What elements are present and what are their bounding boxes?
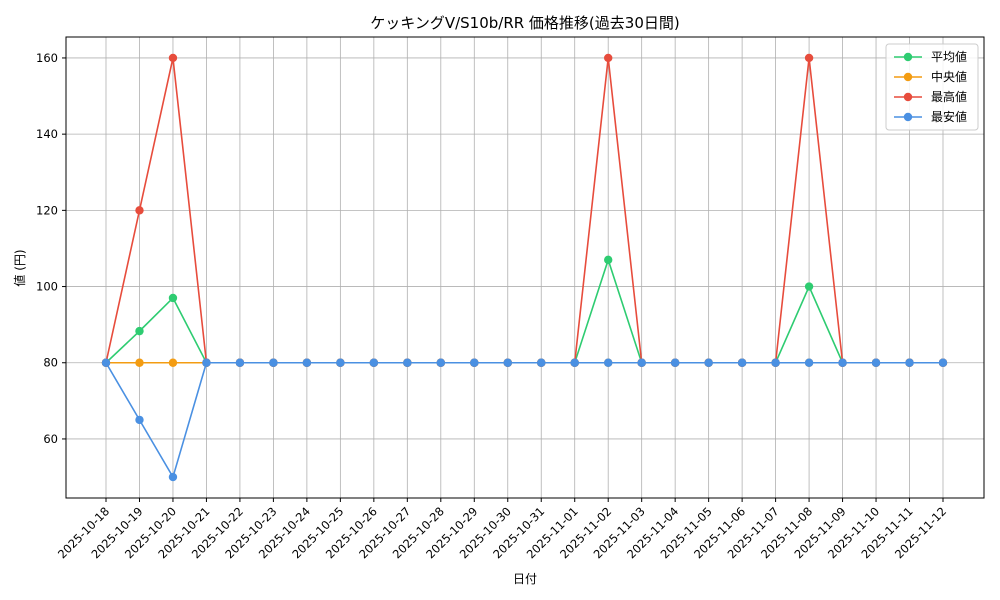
series-layer bbox=[101, 53, 948, 482]
data-point bbox=[771, 358, 780, 367]
legend-label: 中央値 bbox=[931, 69, 967, 84]
data-point bbox=[470, 358, 479, 367]
legend-marker bbox=[903, 92, 913, 102]
data-point bbox=[637, 358, 646, 367]
data-point bbox=[302, 358, 312, 367]
data-point bbox=[135, 206, 144, 215]
data-point bbox=[871, 358, 881, 367]
data-point bbox=[101, 358, 111, 367]
chart-title: ケッキングV/S10b/RR 価格推移(過去30日間) bbox=[370, 14, 679, 32]
data-point bbox=[804, 358, 814, 367]
legend-marker bbox=[903, 72, 913, 82]
series-0 bbox=[101, 255, 948, 367]
data-point bbox=[604, 255, 613, 265]
data-point bbox=[168, 53, 178, 63]
data-point bbox=[670, 358, 680, 367]
data-point bbox=[604, 53, 613, 63]
data-point bbox=[604, 358, 613, 367]
y-tick-label: 160 bbox=[36, 51, 58, 65]
data-point bbox=[905, 358, 914, 367]
data-point bbox=[135, 358, 144, 367]
data-point bbox=[704, 358, 713, 367]
data-point bbox=[570, 358, 579, 367]
legend-box bbox=[885, 43, 979, 131]
data-point bbox=[503, 358, 512, 367]
legend-marker bbox=[903, 52, 913, 62]
y-tick-label: 120 bbox=[36, 203, 58, 217]
data-point bbox=[202, 358, 211, 367]
series-3 bbox=[101, 358, 948, 482]
data-point bbox=[369, 358, 379, 367]
y-tick-label: 60 bbox=[43, 432, 58, 446]
legend-item: 中央値 bbox=[894, 69, 967, 84]
legend-item: 最安値 bbox=[894, 109, 967, 124]
data-point bbox=[168, 472, 178, 482]
data-point bbox=[336, 358, 345, 367]
plot-frame bbox=[65, 36, 985, 499]
grid bbox=[66, 37, 984, 498]
data-point bbox=[804, 53, 814, 63]
data-point bbox=[168, 358, 178, 367]
legend-item: 最高値 bbox=[894, 89, 967, 104]
data-point bbox=[938, 358, 948, 367]
y-axis-label: 値 (円) bbox=[12, 249, 27, 286]
data-point bbox=[838, 358, 847, 367]
legend-marker bbox=[903, 112, 913, 122]
data-point bbox=[135, 326, 144, 336]
legend-item: 平均値 bbox=[894, 49, 967, 64]
y-tick-label: 140 bbox=[36, 127, 58, 141]
y-tick-label: 100 bbox=[36, 280, 58, 294]
data-point bbox=[804, 282, 814, 291]
data-point bbox=[168, 293, 178, 303]
series-line bbox=[105, 361, 943, 480]
series-line bbox=[105, 257, 943, 364]
x-axis-label: 日付 bbox=[513, 572, 537, 586]
data-point bbox=[436, 358, 445, 367]
y-axis: 60 80 100 120 140 160 bbox=[36, 51, 66, 446]
x-axis: 2025-10-182025-10-192025-10-202025-10-21… bbox=[55, 498, 949, 561]
data-point bbox=[235, 358, 245, 367]
legend-label: 平均値 bbox=[931, 49, 967, 64]
legend-label: 最高値 bbox=[931, 89, 967, 104]
data-point bbox=[135, 415, 144, 425]
data-point bbox=[269, 358, 278, 367]
y-tick-label: 80 bbox=[43, 356, 58, 370]
legend-label: 最安値 bbox=[931, 109, 967, 124]
data-point bbox=[537, 358, 546, 367]
data-point bbox=[403, 358, 412, 367]
data-point bbox=[737, 358, 747, 367]
